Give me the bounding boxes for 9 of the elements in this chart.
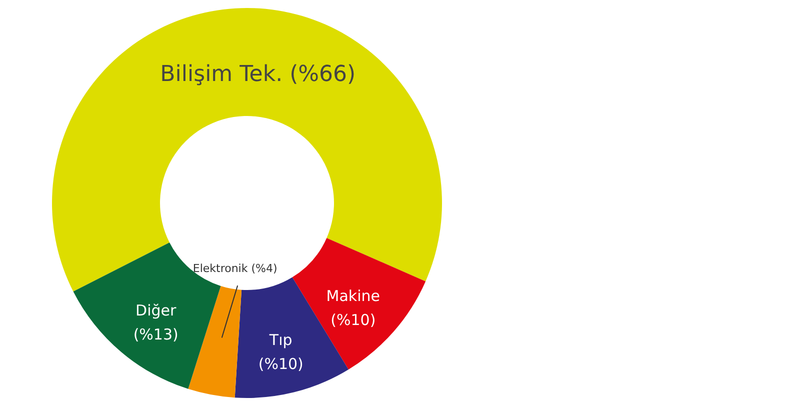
slice-label: Elektronik (%4) bbox=[192, 262, 278, 275]
slice-label: Tıp bbox=[268, 330, 292, 349]
slice-label: Bilişim Tek. (%66) bbox=[160, 62, 356, 88]
data-label: (%10) bbox=[330, 310, 376, 329]
data-label: (%13) bbox=[133, 326, 178, 344]
data-label: (%10) bbox=[258, 354, 304, 373]
slice-label: Diğer bbox=[136, 302, 177, 320]
donut-slice bbox=[188, 286, 242, 398]
slice-label: Makine bbox=[326, 286, 380, 305]
